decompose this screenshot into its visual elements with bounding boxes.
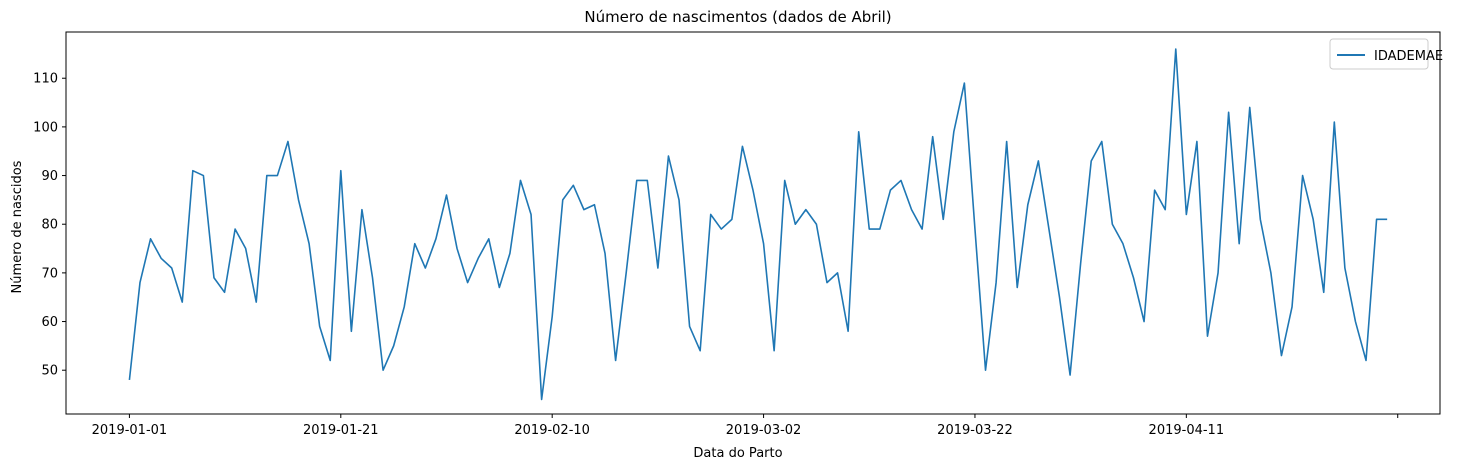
x-tick-label: 2019-04-11 xyxy=(1149,423,1225,438)
y-tick-label: 100 xyxy=(33,120,58,135)
y-tick-label: 60 xyxy=(41,315,58,330)
y-axis-label: Número de nascidos xyxy=(10,160,25,293)
axes-frame xyxy=(65,31,1441,415)
x-tick-label: 2019-02-10 xyxy=(514,423,590,438)
y-tick-label: 90 xyxy=(41,169,58,184)
y-tick-label: 80 xyxy=(41,218,58,233)
y-tick-label: 50 xyxy=(41,364,58,379)
legend-label: IDADEMAE xyxy=(1374,49,1443,64)
plot-area: 2019-01-01 2019-01-21 2019-02-10 2019-03-02… xyxy=(33,31,1441,438)
legend-box xyxy=(1329,38,1429,70)
series-line-idademae xyxy=(128,48,1388,401)
x-tick-label: 2019-03-02 xyxy=(726,423,802,438)
x-tick-label: 2019-01-21 xyxy=(303,423,379,438)
x-axis-label: Data do Parto xyxy=(693,446,782,461)
x-tick-label: 2019-03-22 xyxy=(937,423,1013,438)
x-tick-label: 2019-01-01 xyxy=(92,423,168,438)
legend: IDADEMAE xyxy=(1329,38,1443,70)
chart-title: Número de nascimentos (dados de Abril) xyxy=(584,8,891,26)
y-tick-label: 70 xyxy=(41,266,58,281)
y-tick-label: 110 xyxy=(33,72,58,87)
